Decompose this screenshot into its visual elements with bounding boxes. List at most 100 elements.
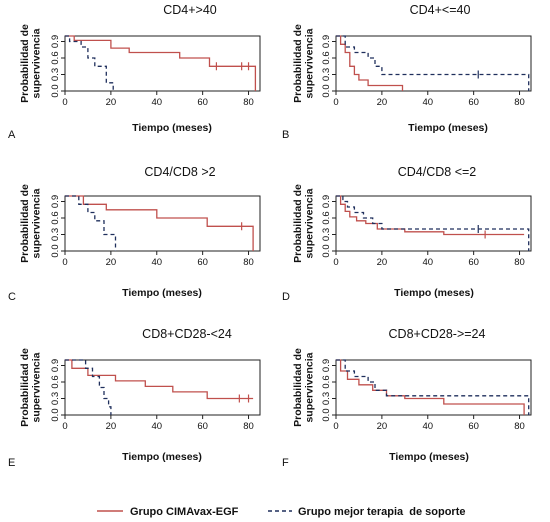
series-best-support-line [65,195,117,251]
y-tick-label: 0.0 [50,84,61,97]
y-tick-label: 0.9 [50,195,61,208]
x-tick-label: 20 [106,257,117,268]
panel-title: CD4+<=40 [410,3,471,17]
x-tick-label: 60 [197,97,208,108]
y-tick-label: 0.9 [321,359,332,372]
x-tick-label: 80 [243,97,254,108]
y-tick-label: 0.6 [321,51,332,64]
panel-letter: A [8,129,16,141]
series-best-support-line [65,359,112,415]
y-tick-label: 0.9 [50,35,61,48]
series-best-support-line [65,35,114,91]
series-cimavax-line [336,359,525,415]
x-axis-label: Tiempo (meses) [132,122,212,134]
y-tick-label: 0.3 [321,68,332,81]
panel-letter: E [8,457,15,469]
legend-label-best-support: Grupo mejor terapia de soporte [298,506,465,518]
plot-frame [64,35,261,92]
x-tick-label: 0 [62,97,67,108]
panel-e: CD8+CD28-<24 E 0 20 40 60 80 0.0 0.3 0.6 0.9 Probab… [8,327,261,469]
series-cimavax-line [336,35,404,91]
y-axis-label: Probabilidad desupervivencia [19,184,43,263]
y-tick-label: 0.6 [321,211,332,224]
y-axis-label-line: supervivencia [303,28,315,98]
y-axis-label: Probabilidad desupervivencia [19,348,43,427]
x-tick-label: 60 [468,257,479,268]
panel-letter: C [8,291,16,303]
x-tick-label: 60 [468,97,479,108]
panel-title: CD8+CD28->=24 [389,327,486,341]
panel-title: CD4/CD8 <=2 [398,165,477,179]
y-tick-label: 0.0 [50,244,61,257]
y-axis-label: Probabilidad desupervivencia [292,184,316,263]
y-tick-label: 0.3 [321,228,332,241]
y-axis-label-line: supervivencia [303,188,315,258]
y-tick-label: 0.9 [321,195,332,208]
panel-a: CD4+>40 A 0 20 40 60 80 0.0 0.3 0.6 0.9 Probabilida… [8,3,261,141]
y-tick-label: 0.0 [321,408,332,421]
x-tick-label: 0 [333,257,338,268]
y-axis-label-line: Probabilidad de [292,348,304,427]
x-tick-label: 0 [62,257,67,268]
x-tick-label: 40 [422,97,433,108]
panel-c: CD4/CD8 >2 C 0 20 40 60 80 0.0 0.3 0.6 0.9 Probabil… [8,165,261,303]
y-axis-label-line: Probabilidad de [19,348,31,427]
plot-frame [335,359,532,416]
y-axis-label-line: Probabilidad de [19,184,31,263]
y-axis-label-line: Probabilidad de [292,184,304,263]
y-axis-label: Probabilidad desupervivencia [292,348,316,427]
x-tick-label: 60 [197,421,208,432]
series-cimavax-line [65,359,254,400]
series-cimavax-line [65,195,254,251]
y-axis-label-line: supervivencia [303,352,315,422]
panel-title: CD8+CD28-<24 [142,327,232,341]
plot-frame [64,195,261,252]
x-tick-label: 60 [197,257,208,268]
y-axis-label-line: supervivencia [30,188,42,258]
y-axis-label: Probabilidad desupervivencia [292,24,316,103]
y-tick-label: 0.3 [50,228,61,241]
plot-frame [335,195,532,252]
y-axis-label-line: Probabilidad de [19,24,31,103]
x-tick-label: 80 [243,257,254,268]
x-tick-label: 20 [106,421,117,432]
y-tick-label: 0.6 [50,211,61,224]
series-cimavax-line [65,35,257,91]
y-axis-label-line: Probabilidad de [292,24,304,103]
x-tick-label: 20 [377,257,388,268]
x-axis-label: Tiempo (meses) [394,287,474,299]
y-axis-label-line: supervivencia [30,352,42,422]
legend-label-cimavax: Grupo CIMAvax-EGF [130,506,239,518]
x-tick-label: 80 [514,421,525,432]
y-tick-label: 0.9 [321,35,332,48]
y-tick-label: 0.6 [50,375,61,388]
y-tick-label: 0.6 [50,51,61,64]
series-best-support-line [336,359,530,415]
x-tick-label: 80 [243,421,254,432]
panel-letter: D [282,291,290,303]
x-tick-label: 40 [151,257,162,268]
x-tick-label: 0 [62,421,67,432]
x-tick-label: 80 [514,97,525,108]
y-axis-label: Probabilidad desupervivencia [19,24,43,103]
x-axis-label: Tiempo (meses) [122,451,202,463]
series-best-support-line [336,35,530,91]
y-tick-label: 0.3 [321,392,332,405]
x-axis-label: Tiempo (meses) [122,287,202,299]
y-tick-label: 0.0 [321,244,332,257]
panel-letter: F [282,457,289,469]
series-best-support-line [336,195,530,251]
x-tick-label: 40 [422,257,433,268]
y-tick-label: 0.6 [321,375,332,388]
x-tick-label: 60 [468,421,479,432]
panel-b: CD4+<=40 B 0 20 40 60 80 0.0 0.3 0.6 0.9 Probabilid… [282,3,532,141]
x-tick-label: 0 [333,421,338,432]
x-tick-label: 40 [151,97,162,108]
x-tick-label: 20 [106,97,117,108]
y-axis-label-line: supervivencia [30,28,42,98]
x-tick-label: 20 [377,421,388,432]
panel-f: CD8+CD28->=24 F 0 20 40 60 80 0.0 0.3 0.6 0.9 Proba… [282,327,532,469]
y-tick-label: 0.9 [50,359,61,372]
panel-d: CD4/CD8 <=2 D 0 20 40 60 80 0.0 0.3 0.6 0.9 Probabi… [282,165,532,303]
legend: Grupo CIMAvax-EGF Grupo mejor terapia de … [97,506,465,518]
